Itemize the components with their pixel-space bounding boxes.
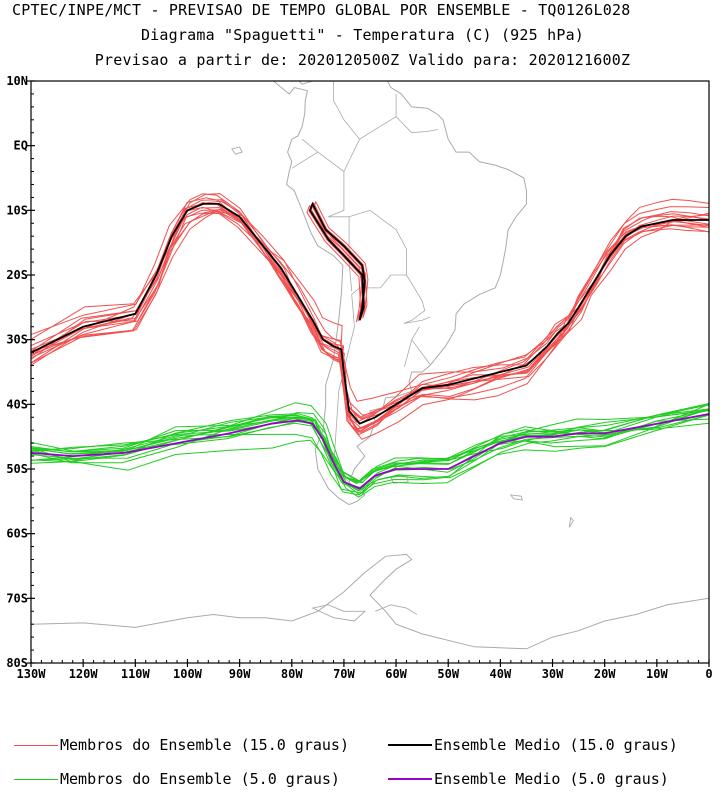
member-line-5 [31, 403, 709, 483]
country-border [291, 138, 319, 169]
galapagos-islands [231, 146, 243, 155]
ensemble-mean-15-line [31, 203, 709, 425]
south-georgia [509, 494, 523, 501]
legend-mean-15: Ensemble Medio (15.0 graus) [388, 736, 678, 754]
antarctic-island [311, 604, 366, 622]
south-sandwich [568, 516, 574, 528]
legend-label-members-5: Membros do Ensemble (5.0 graus) [60, 770, 340, 788]
member-line-5 [31, 409, 709, 483]
country-border [348, 209, 407, 289]
y-tick-label: 40S [6, 397, 28, 411]
y-tick-label: EQ [14, 139, 28, 153]
ensemble-means-layer [31, 201, 709, 490]
x-tick-label: 20W [594, 667, 616, 681]
andes-member-loop [308, 203, 365, 322]
x-tick-label: 130W [17, 667, 47, 681]
member-line-15 [31, 193, 709, 433]
y-tick-label: 20S [6, 268, 28, 282]
y-tick-label: 50S [6, 462, 28, 476]
y-tick-label: 70S [6, 591, 28, 605]
legend-swatch-members-15 [14, 744, 58, 746]
title-line-2: Diagrama "Spaguetti" - Temperatura (C) (… [140, 26, 585, 44]
title-line-1: CPTEC/INPE/MCT - PREVISAO DE TEMPO GLOBA… [12, 1, 631, 19]
member-line-15 [31, 211, 709, 435]
member-line-5 [31, 415, 709, 495]
y-tick-label: 10S [6, 203, 28, 217]
legend-swatch-mean-15 [388, 744, 432, 746]
andes-member-loop [312, 200, 369, 319]
member-line-15 [31, 207, 709, 431]
y-tick-label: 30S [6, 333, 28, 347]
country-border [333, 81, 360, 140]
antarctic-coast-detail [375, 604, 418, 615]
x-tick-label: 110W [121, 667, 151, 681]
member-line-5 [31, 414, 709, 492]
x-tick-label: 90W [229, 667, 251, 681]
x-tick-label: 70W [333, 667, 355, 681]
legend-row-1: Membros do Ensemble (15.0 graus) Ensembl… [0, 736, 725, 758]
member-line-15 [31, 208, 709, 420]
member-line-15 [31, 206, 709, 402]
legend-members-15: Membros do Ensemble (15.0 graus) [14, 736, 349, 754]
legend-mean-5: Ensemble Medio (5.0 graus) [388, 770, 669, 788]
x-tick-label: 50W [437, 667, 459, 681]
legend-members-5: Membros do Ensemble (5.0 graus) [14, 770, 340, 788]
x-tick-label: 100W [173, 667, 203, 681]
member-line-15 [31, 210, 709, 430]
legend-swatch-members-5 [14, 778, 58, 780]
y-tick-label: 80S [6, 656, 28, 670]
x-tick-label: 80W [281, 667, 303, 681]
x-tick-label: 10W [646, 667, 668, 681]
y-tick-label: 60S [6, 527, 28, 541]
member-line-5 [31, 409, 709, 491]
y-tick-label: 10N [6, 74, 28, 88]
country-border [411, 326, 431, 365]
coastlines-layer [31, 81, 709, 650]
country-border [404, 339, 413, 367]
legend-label-mean-5: Ensemble Medio (5.0 graus) [434, 770, 669, 788]
country-border [343, 93, 397, 172]
legend-swatch-mean-5 [388, 778, 432, 780]
legend-row-2: Membros do Ensemble (5.0 graus) Ensemble… [0, 770, 725, 792]
member-line-5 [31, 409, 709, 498]
legend-label-mean-15: Ensemble Medio (15.0 graus) [434, 736, 678, 754]
x-tick-label: 0 [705, 667, 712, 681]
x-tick-label: 40W [490, 667, 512, 681]
members-15-layer [31, 193, 709, 440]
andes-mean-loop [308, 201, 366, 321]
antarctica-coastline [31, 553, 709, 650]
country-border [395, 116, 438, 134]
member-line-15 [31, 193, 709, 419]
x-tick-label: 120W [69, 667, 99, 681]
south-america-coastline [272, 81, 527, 506]
plot-frame [30, 80, 710, 664]
ensemble-mean-5-line [31, 413, 709, 490]
country-border [403, 274, 431, 324]
legend-label-members-15: Membros do Ensemble (15.0 graus) [60, 736, 349, 754]
x-tick-label: 60W [385, 667, 407, 681]
x-tick-label: 30W [542, 667, 564, 681]
title-line-3: Previsao a partir de: 2020120500Z Valido… [94, 51, 631, 69]
member-line-5 [31, 408, 709, 482]
